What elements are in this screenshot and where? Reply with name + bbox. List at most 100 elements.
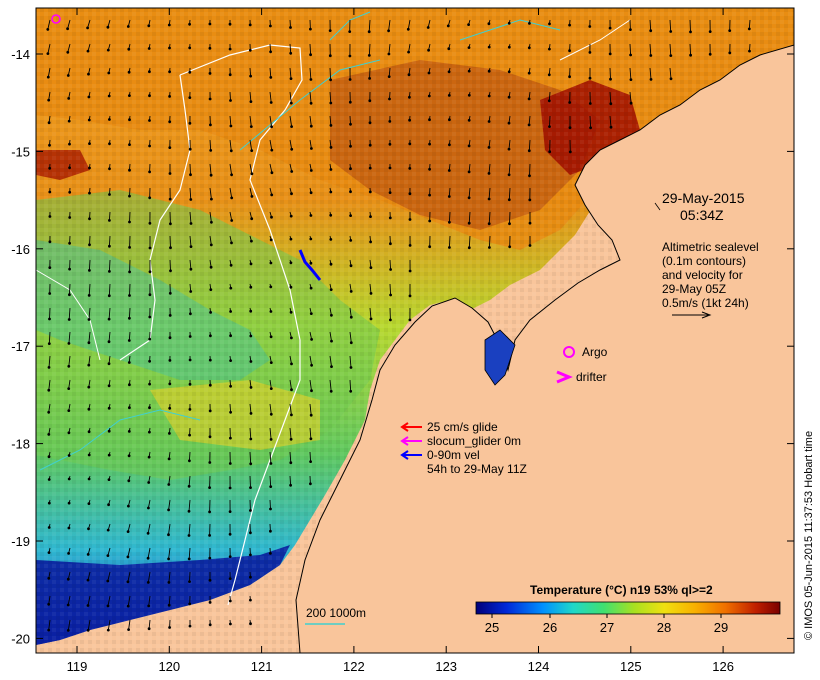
velocity-vector-head xyxy=(230,219,234,222)
velocity-vector-head xyxy=(68,293,71,297)
velocity-vector-head xyxy=(127,628,130,631)
velocity-vector-head xyxy=(408,318,412,322)
velocity-vector xyxy=(67,19,71,29)
velocity-vector-head xyxy=(309,27,312,31)
velocity-vector-head xyxy=(168,626,172,629)
velocity-vector-head xyxy=(629,101,633,105)
velocity-vector xyxy=(289,91,292,104)
velocity-vector-head xyxy=(108,167,111,171)
velocity-vector xyxy=(329,115,332,126)
velocity-vector-head xyxy=(87,363,91,367)
velocity-vector xyxy=(188,547,191,559)
velocity-vector xyxy=(48,331,51,344)
velocity-vector-head xyxy=(47,388,51,392)
velocity-vector-head xyxy=(467,196,471,200)
velocity-vector-head xyxy=(168,432,171,435)
velocity-vector-head xyxy=(127,70,131,74)
velocity-vector xyxy=(689,43,692,56)
velocity-vector-head xyxy=(146,581,150,584)
velocity-vector-head xyxy=(146,556,150,560)
velocity-vector xyxy=(108,283,111,296)
velocity-vector-head xyxy=(568,150,572,154)
velocity-vector xyxy=(107,595,111,606)
velocity-vector-head xyxy=(48,143,51,147)
velocity-vector-head xyxy=(87,341,91,345)
velocity-vector-head xyxy=(168,172,172,175)
velocity-vector-head xyxy=(48,317,51,321)
velocity-vector-head xyxy=(329,389,333,393)
velocity-vector-head xyxy=(387,75,391,78)
y-tick-label: -17 xyxy=(11,339,30,354)
velocity-vector-head xyxy=(349,144,352,148)
x-tick-label: 124 xyxy=(528,659,550,674)
velocity-vector-head xyxy=(127,47,131,51)
velocity-vector-head xyxy=(408,192,412,196)
velocity-vector-head xyxy=(568,101,572,104)
velocity-vector-head xyxy=(127,479,131,483)
velocity-vector-head xyxy=(188,602,192,606)
velocity-vector-head xyxy=(128,168,131,172)
velocity-vector-head xyxy=(389,268,392,271)
velocity-vector-head xyxy=(46,52,50,55)
velocity-vector-head xyxy=(209,123,212,127)
velocity-vector-head xyxy=(229,310,233,313)
velocity-vector-head xyxy=(428,142,431,146)
velocity-vector-head xyxy=(229,124,233,128)
glider-legend: 25 cm/s glide slocum_glider 0m 0-90m vel… xyxy=(400,420,527,476)
velocity-vector-head xyxy=(229,334,233,338)
velocity-vector-head xyxy=(548,22,551,26)
velocity-vector xyxy=(189,571,191,582)
velocity-vector-head xyxy=(208,623,212,627)
velocity-vector-head xyxy=(47,628,51,632)
velocity-vector-head xyxy=(528,22,531,25)
velocity-vector-head xyxy=(349,264,353,268)
velocity-vector-head xyxy=(448,246,451,249)
velocity-vector-head xyxy=(270,125,273,129)
velocity-vector-head xyxy=(188,408,192,411)
velocity-vector-head xyxy=(689,53,692,57)
x-tick-label: 122 xyxy=(343,659,365,674)
velocity-vector-head xyxy=(127,339,131,342)
colorbar-tick-label: 25 xyxy=(485,620,499,635)
velocity-vector-head xyxy=(649,29,653,33)
velocity-vector-head xyxy=(289,437,293,441)
velocity-vector-head xyxy=(250,172,254,176)
velocity-vector-head xyxy=(107,71,111,75)
velocity-vector-head xyxy=(369,215,372,219)
velocity-vector-head xyxy=(88,269,91,272)
velocity-vector-head xyxy=(169,269,172,273)
velocity-vector-head xyxy=(289,285,293,289)
velocity-vector-head xyxy=(106,579,110,583)
velocity-vector-head xyxy=(349,190,352,194)
velocity-vector-head xyxy=(66,629,70,632)
velocity-vector-head xyxy=(228,510,232,513)
velocity-vector-head xyxy=(269,412,273,416)
velocity-vector-head xyxy=(67,119,71,123)
velocity-vector-head xyxy=(269,50,272,54)
velocity-vector xyxy=(107,571,111,582)
velocity-vector xyxy=(249,139,253,151)
velocity-vector-head xyxy=(106,628,110,632)
velocity-vector-head xyxy=(487,146,491,149)
velocity-vector-head xyxy=(67,318,71,321)
velocity-vector-head xyxy=(229,410,233,414)
velocity-vector-head xyxy=(548,150,552,154)
velocity-vector-head xyxy=(127,454,131,458)
velocity-vector xyxy=(49,307,51,320)
velocity-vector-head xyxy=(106,604,110,608)
velocity-vector-head xyxy=(169,222,172,226)
velocity-vector-head xyxy=(548,47,551,51)
y-tick-label: -19 xyxy=(11,534,30,549)
velocity-vector xyxy=(188,523,191,536)
velocity-vector xyxy=(189,211,192,224)
argo-legend-label: Argo xyxy=(582,345,608,359)
velocity-vector xyxy=(289,67,292,79)
velocity-vector xyxy=(669,67,672,79)
y-axis-ticks: -14 -15 -16 -17 -18 -19 -20 xyxy=(11,47,794,646)
velocity-vector-head xyxy=(228,555,232,558)
velocity-vector-head xyxy=(349,366,353,369)
velocity-vector-head xyxy=(467,46,471,49)
velocity-vector-head xyxy=(48,166,52,170)
velocity-vector-head xyxy=(408,95,411,99)
velocity-vector xyxy=(108,235,111,247)
